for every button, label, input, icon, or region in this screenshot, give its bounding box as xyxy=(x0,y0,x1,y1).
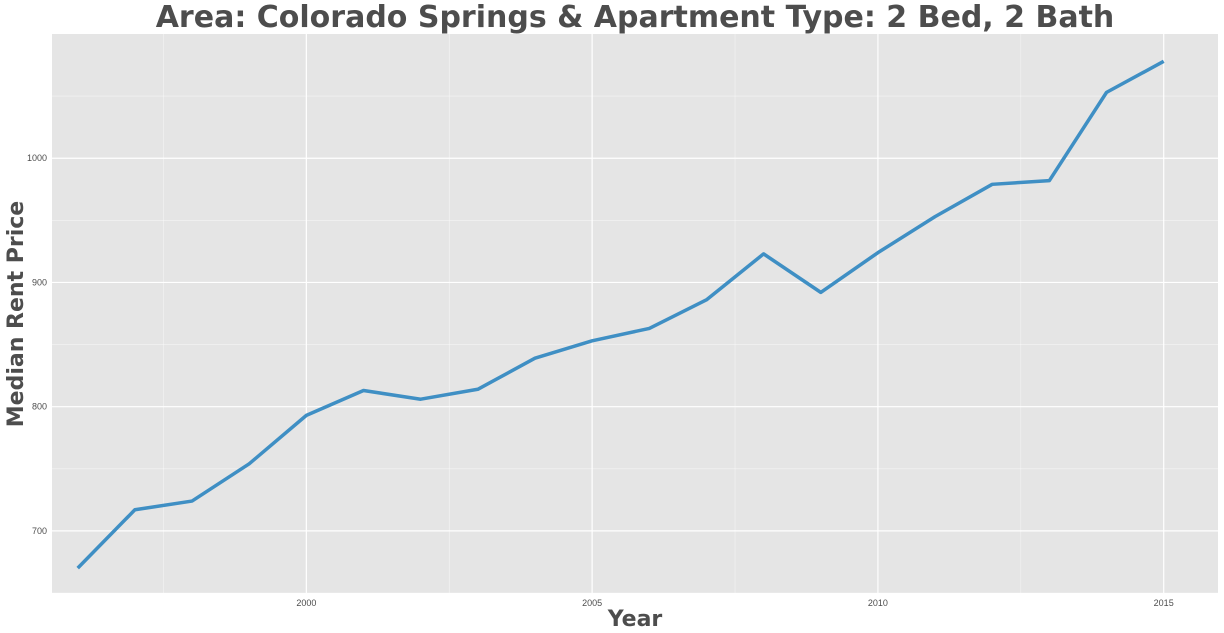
x-tick-label-2000: 2000 xyxy=(296,598,316,608)
y-tick-label-1000: 1000 xyxy=(27,153,47,163)
series-layer xyxy=(76,59,1165,570)
major-gridlines xyxy=(52,34,1218,593)
y-tick-label-900: 900 xyxy=(32,277,47,287)
minor-gridlines xyxy=(52,34,1218,594)
y-tick-label-800: 800 xyxy=(32,402,47,412)
x-axis-title: Year xyxy=(607,607,663,632)
y-axis-title: Median Rent Price xyxy=(4,201,29,427)
y-axis-ticks: 700 800 900 1000 xyxy=(27,153,47,536)
x-tick-label-2010: 2010 xyxy=(868,598,888,608)
x-tick-label-2005: 2005 xyxy=(582,598,602,608)
plot-panel xyxy=(52,34,1218,593)
chart-title: Area: Colorado Springs & Apartment Type:… xyxy=(156,0,1115,35)
y-tick-label-700: 700 xyxy=(32,526,47,536)
series-line-0 xyxy=(76,59,1165,570)
x-tick-label-2015: 2015 xyxy=(1154,598,1174,608)
x-axis-ticks: 2000 2005 2010 2015 xyxy=(296,598,1173,608)
